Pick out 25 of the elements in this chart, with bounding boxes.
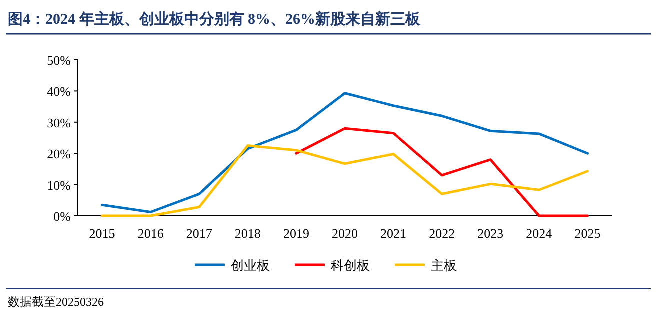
line-series <box>101 92 589 214</box>
x-tick-label: 2018 <box>234 226 261 241</box>
x-tick-label: 2022 <box>429 226 456 241</box>
x-tick-label: 2016 <box>138 226 164 241</box>
y-tick-label: 0% <box>54 209 72 224</box>
x-tick-label: 2021 <box>380 226 407 241</box>
y-tick-label: 40% <box>47 84 72 100</box>
x-tick-label: 2019 <box>283 226 310 241</box>
legend-label: 创业板 <box>231 258 270 273</box>
x-tick-label: 2017 <box>186 226 213 241</box>
x-tick-label: 2023 <box>478 226 504 241</box>
text: 数据截至20250326 <box>8 295 104 309</box>
legend-label: 科创板 <box>331 258 370 273</box>
y-tick-label: 50% <box>47 53 72 68</box>
y-tick-label: 20% <box>47 146 72 162</box>
line-series <box>101 144 589 218</box>
line-series <box>295 127 589 218</box>
x-tick-label: 2025 <box>574 226 601 241</box>
legend-label: 主板 <box>431 258 457 273</box>
chart-title: 图4：2024 年主板、创业板中分别有 8%、26%新股来自新三板 <box>8 10 422 28</box>
x-tick-label: 2015 <box>89 226 116 241</box>
x-tick-label: 2020 <box>332 226 358 241</box>
y-tick-label: 30% <box>47 115 72 130</box>
x-tick-label: 2024 <box>526 226 553 241</box>
y-tick-label: 10% <box>47 178 72 193</box>
